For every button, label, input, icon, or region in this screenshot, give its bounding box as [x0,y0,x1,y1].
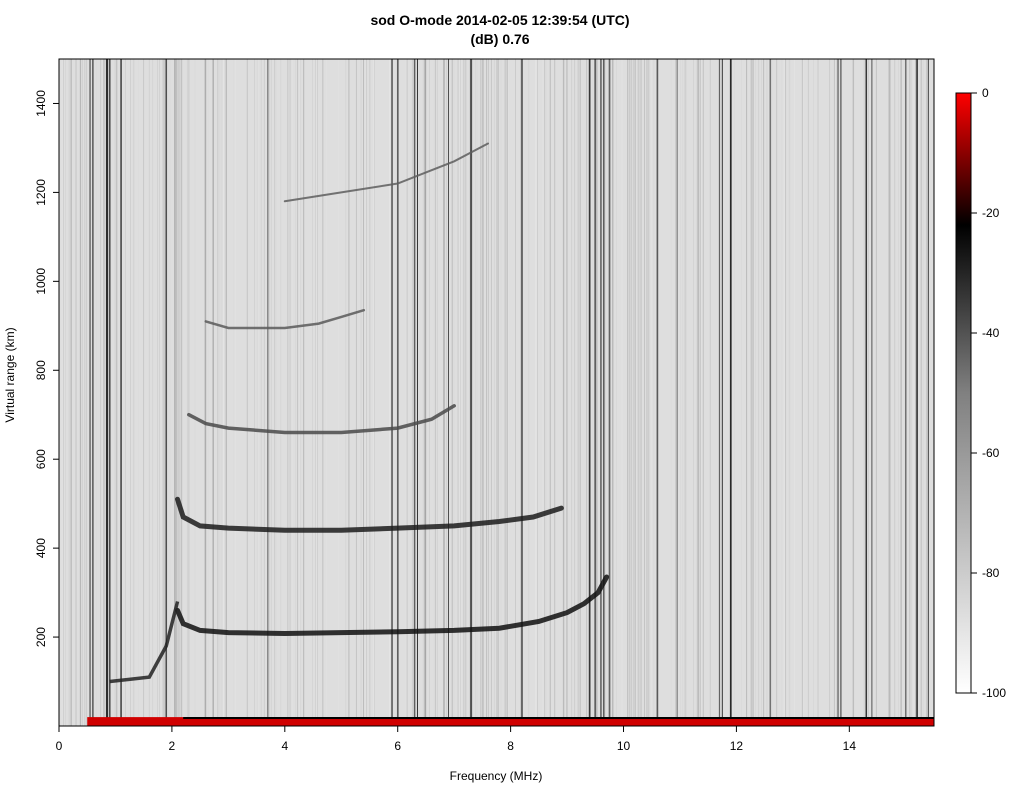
echo-trace [175,574,610,637]
x-tick-label: 10 [617,739,631,753]
y-axis: 200 400 600 800 1000 1200 1400 [34,90,60,647]
y-tick-label: 1400 [34,90,48,117]
colorbar-tick-label: -20 [982,206,1000,220]
colorbar-tick-label: -80 [982,566,1000,580]
echo-trace [109,601,180,684]
y-tick-label: 1200 [34,179,48,206]
ground-clutter [87,716,934,726]
y-tick-label: 400 [34,538,48,558]
colorbar-tick-label: -100 [982,686,1006,700]
x-tick-label: 8 [507,739,514,753]
y-tick-label: 600 [34,449,48,469]
x-tick-label: 0 [56,739,63,753]
chart-subtitle: (dB) 0.76 [470,31,530,47]
echo-trace [187,404,456,435]
clutter-band [87,717,934,726]
colorbar-tick-label: -60 [982,446,1000,460]
y-tick-label: 800 [34,360,48,380]
chart-title: sod O-mode 2014-02-05 12:39:54 (UTC) [370,12,630,28]
y-axis-title: Virtual range (km) [3,327,17,422]
x-axis: 0 2 4 6 8 10 12 14 [56,725,857,753]
echo-trace [175,496,564,533]
echo-traces [109,142,610,684]
y-tick-label: 200 [34,627,48,647]
y-tick-label: 1000 [34,268,48,295]
x-tick-label: 6 [394,739,401,753]
echo-trace [204,308,366,330]
echo-trace [283,142,489,203]
noise-texture [59,59,929,726]
colorbar-ticks: 0 -20 -40 -60 -80 -100 [971,86,1006,700]
colorbar-tick-label: 0 [982,86,989,100]
x-axis-title: Frequency (MHz) [450,769,543,783]
x-tick-label: 2 [169,739,176,753]
colorbar-tick-label: -40 [982,326,1000,340]
x-tick-label: 14 [843,739,857,753]
x-tick-label: 12 [730,739,744,753]
colorbar [955,92,972,694]
x-tick-label: 4 [281,739,288,753]
